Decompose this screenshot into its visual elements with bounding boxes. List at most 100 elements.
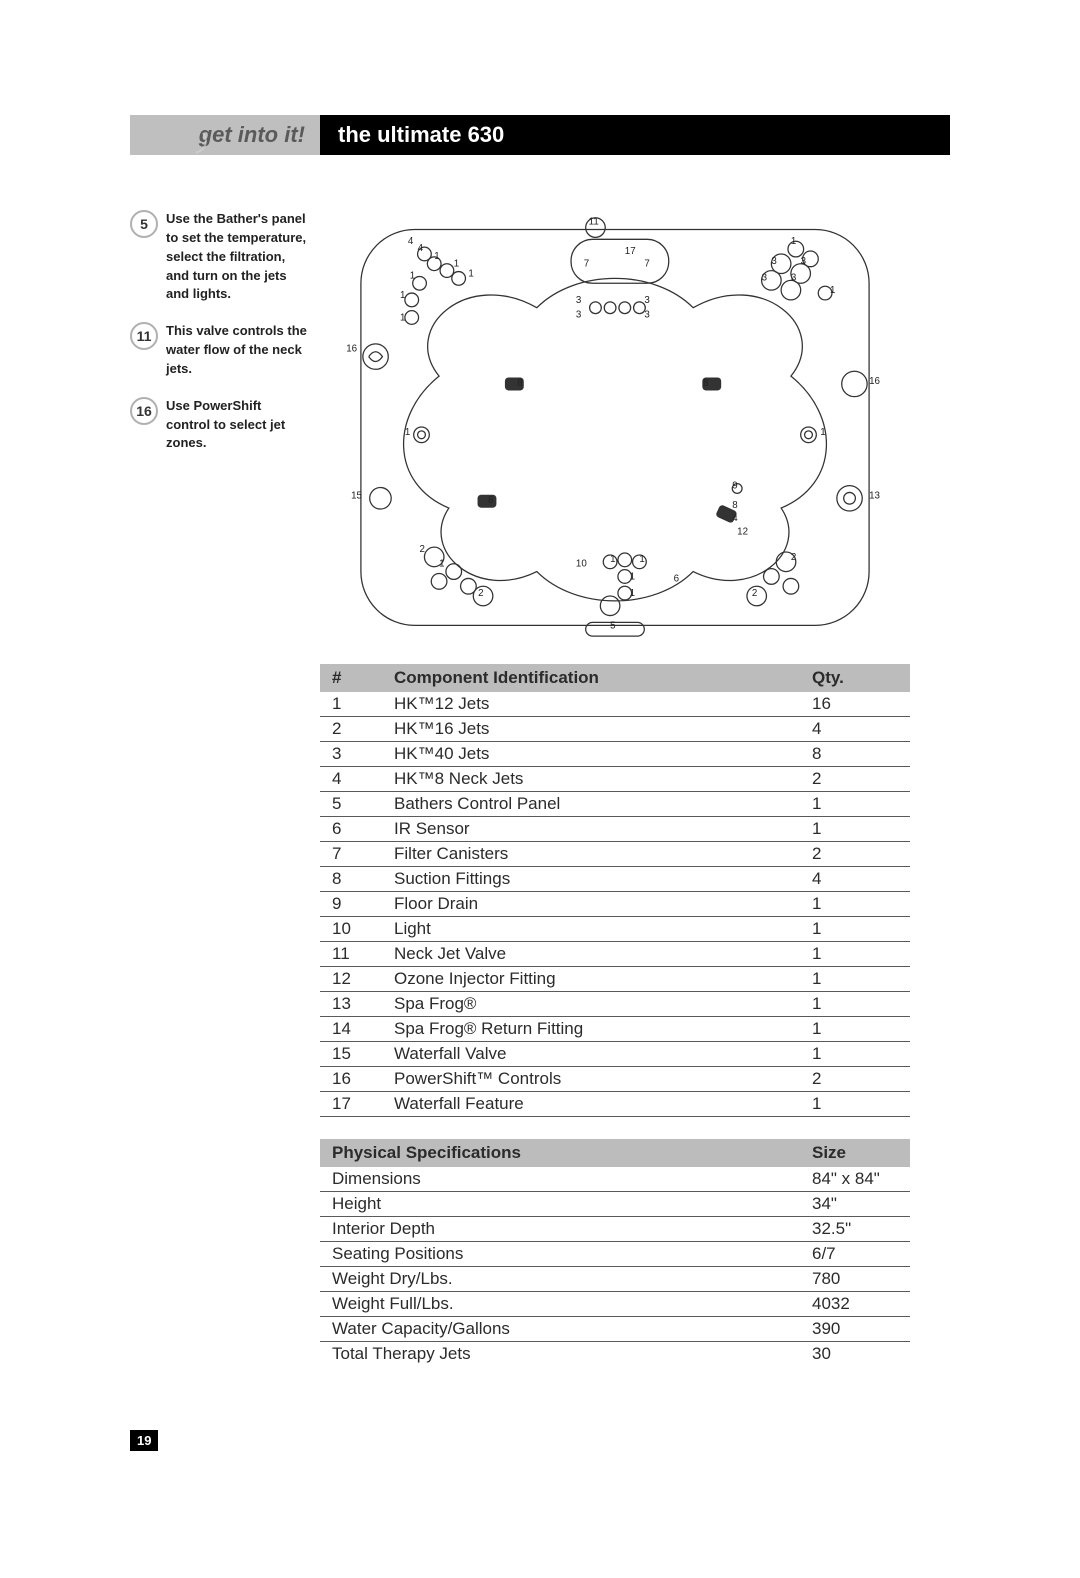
svg-text:1: 1 (820, 427, 825, 438)
svg-text:2: 2 (478, 588, 483, 599)
cell-qty: 1 (800, 817, 910, 842)
svg-text:3: 3 (791, 272, 796, 283)
cell-qty: 1 (800, 967, 910, 992)
svg-text:8: 8 (703, 378, 708, 389)
cell-num: 11 (320, 942, 382, 967)
title-text: the ultimate 630 (338, 122, 504, 148)
svg-text:6: 6 (674, 573, 679, 584)
svg-text:3: 3 (644, 295, 649, 306)
main-column: 1117774411111113333133331616881115138894… (320, 210, 950, 1366)
cell-qty: 2 (800, 1067, 910, 1092)
cell-num: 2 (320, 717, 382, 742)
cell-num: 9 (320, 892, 382, 917)
cell-name: Neck Jet Valve (382, 942, 800, 967)
cell-num: 16 (320, 1067, 382, 1092)
cell-name: Waterfall Valve (382, 1042, 800, 1067)
svg-text:7: 7 (584, 259, 589, 270)
cell-size: 780 (800, 1267, 910, 1292)
cell-size: 30 (800, 1342, 910, 1367)
table-row: 13Spa Frog®1 (320, 992, 910, 1017)
cell-num: 3 (320, 742, 382, 767)
cell-spec: Total Therapy Jets (320, 1342, 800, 1367)
cell-qty: 1 (800, 942, 910, 967)
svg-text:1: 1 (400, 312, 405, 323)
svg-text:1: 1 (630, 588, 635, 599)
cell-num: 10 (320, 917, 382, 942)
svg-text:1: 1 (630, 571, 635, 582)
cell-num: 17 (320, 1092, 382, 1117)
cell-name: Spa Frog® Return Fitting (382, 1017, 800, 1042)
svg-text:3: 3 (576, 295, 581, 306)
table-row: 7Filter Canisters2 (320, 842, 910, 867)
svg-text:1: 1 (400, 290, 405, 301)
svg-text:5: 5 (610, 620, 616, 631)
tables-area: # Component Identification Qty. 1HK™12 J… (320, 664, 910, 1366)
table-row: Weight Dry/Lbs.780 (320, 1267, 910, 1292)
cell-name: Ozone Injector Fitting (382, 967, 800, 992)
svg-text:13: 13 (869, 490, 880, 501)
cell-qty: 1 (800, 892, 910, 917)
cell-size: 390 (800, 1317, 910, 1342)
table-row: Water Capacity/Gallons390 (320, 1317, 910, 1342)
cell-spec: Water Capacity/Gallons (320, 1317, 800, 1342)
cell-spec: Height (320, 1192, 800, 1217)
note-text: This valve controls the water flow of th… (166, 322, 308, 379)
table-row: 4HK™8 Neck Jets2 (320, 767, 910, 792)
cell-size: 84" x 84" (800, 1167, 910, 1192)
cell-qty: 2 (800, 767, 910, 792)
table-row: 11Neck Jet Valve1 (320, 942, 910, 967)
note-number-badge: 11 (130, 322, 158, 350)
svg-text:7: 7 (644, 259, 649, 270)
svg-text:4: 4 (418, 243, 424, 254)
table-row: 3HK™40 Jets8 (320, 742, 910, 767)
table-row: Height34" (320, 1192, 910, 1217)
svg-text:10: 10 (576, 559, 587, 570)
spec-table: Physical Specifications Size Dimensions8… (320, 1139, 910, 1366)
cell-num: 6 (320, 817, 382, 842)
table-row: 10Light1 (320, 917, 910, 942)
col-size: Size (800, 1139, 910, 1167)
note-item: 16 Use PowerShift control to select jet … (130, 397, 308, 454)
cell-spec: Weight Full/Lbs. (320, 1292, 800, 1317)
cell-size: 34" (800, 1192, 910, 1217)
cell-spec: Weight Dry/Lbs. (320, 1267, 800, 1292)
cell-num: 8 (320, 867, 382, 892)
svg-text:3: 3 (771, 256, 776, 267)
table-row: 1HK™12 Jets16 (320, 692, 910, 717)
svg-text:9: 9 (732, 481, 737, 492)
cell-spec: Dimensions (320, 1167, 800, 1192)
hot-tub-diagram: 1117774411111113333133331616881115138894… (320, 210, 910, 640)
cell-num: 7 (320, 842, 382, 867)
svg-text:1: 1 (434, 251, 439, 262)
svg-text:3: 3 (644, 310, 649, 321)
svg-text:8: 8 (517, 378, 522, 389)
table-row: 2HK™16 Jets4 (320, 717, 910, 742)
cell-name: Waterfall Feature (382, 1092, 800, 1117)
table-row: 6IR Sensor1 (320, 817, 910, 842)
svg-text:2: 2 (791, 552, 796, 563)
svg-text:16: 16 (346, 344, 357, 355)
svg-text:3: 3 (762, 272, 767, 283)
svg-text:4: 4 (732, 513, 738, 524)
table-row: Dimensions84" x 84" (320, 1167, 910, 1192)
cell-qty: 4 (800, 867, 910, 892)
cell-num: 15 (320, 1042, 382, 1067)
col-number: # (320, 664, 382, 692)
cell-num: 13 (320, 992, 382, 1017)
cell-qty: 1 (800, 1017, 910, 1042)
note-number-badge: 5 (130, 210, 158, 238)
side-notes: 5 Use the Bather's panel to set the temp… (130, 210, 320, 1366)
svg-text:2: 2 (752, 588, 757, 599)
cell-size: 32.5" (800, 1217, 910, 1242)
cell-num: 1 (320, 692, 382, 717)
header-bar: get into it! the ultimate 630 (130, 115, 950, 155)
svg-text:1: 1 (454, 259, 459, 270)
table-row: 15Waterfall Valve1 (320, 1042, 910, 1067)
svg-text:3: 3 (801, 256, 806, 267)
cell-name: HK™40 Jets (382, 742, 800, 767)
svg-text:8: 8 (732, 500, 737, 511)
svg-text:8: 8 (488, 495, 493, 506)
cell-name: HK™16 Jets (382, 717, 800, 742)
cell-name: IR Sensor (382, 817, 800, 842)
cell-spec: Interior Depth (320, 1217, 800, 1242)
